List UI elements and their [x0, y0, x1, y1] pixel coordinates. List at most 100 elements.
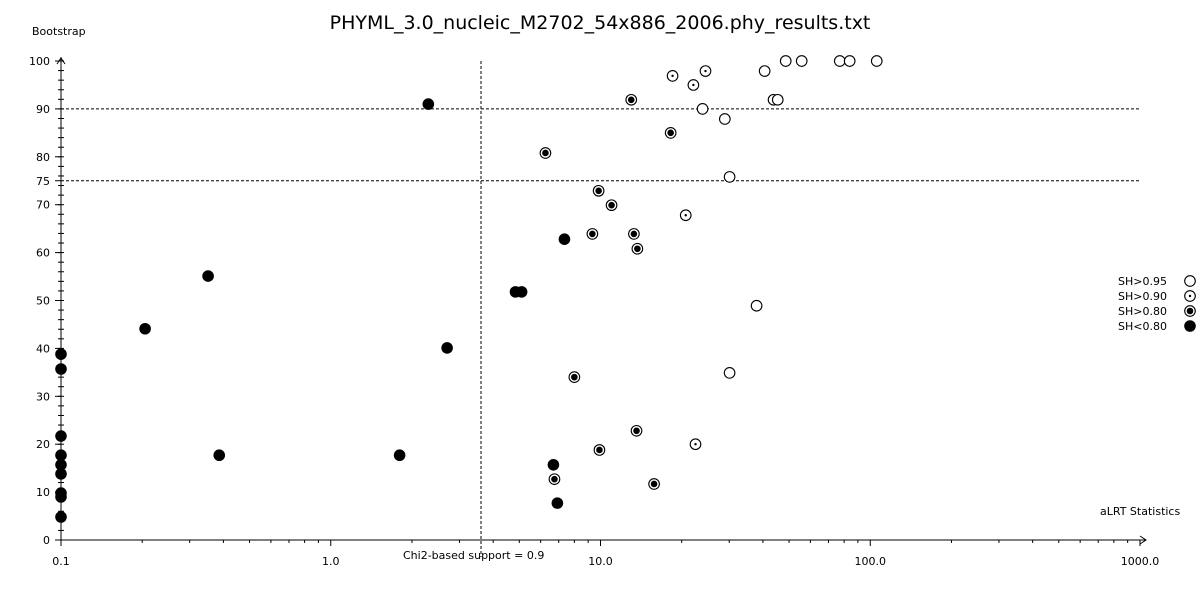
data-point — [631, 242, 644, 255]
data-point — [795, 55, 808, 67]
marker-ring — [843, 55, 856, 67]
marker-filled — [139, 322, 151, 335]
marker-filled — [55, 458, 67, 471]
marker-filled — [55, 449, 67, 462]
marker-dot — [596, 446, 603, 454]
data-point — [539, 147, 552, 159]
marker-filled — [55, 468, 67, 480]
marker-filled — [441, 342, 453, 354]
x-axis-label: aLRT Statistics — [1100, 505, 1180, 518]
data-point — [687, 79, 700, 91]
data-point — [548, 473, 561, 486]
y-tick-label: 75 — [36, 175, 50, 188]
data-point — [699, 65, 712, 77]
data-point — [55, 363, 67, 375]
marker-filled — [551, 497, 564, 509]
marker-ring — [696, 103, 709, 115]
marker-dot — [608, 201, 615, 209]
data-point — [55, 511, 67, 523]
marker-dot — [595, 187, 602, 195]
data-point — [833, 55, 846, 67]
marker-dot — [704, 69, 707, 73]
data-point — [679, 209, 692, 222]
data-point — [689, 438, 702, 451]
data-point — [723, 171, 736, 183]
x-tick-label: 10.0 — [588, 555, 613, 568]
marker-ring — [718, 113, 731, 125]
legend-marker — [1184, 290, 1196, 302]
x-axis-arrow — [1139, 535, 1147, 545]
marker-dot — [694, 443, 697, 446]
legend-label: SH>0.90 — [1118, 290, 1167, 303]
x-tick-label: 100.0 — [855, 555, 887, 568]
marker-filled — [422, 98, 435, 110]
legend-marker — [1184, 320, 1196, 332]
legend-marker — [1184, 275, 1196, 287]
marker-dot — [571, 373, 578, 381]
marker-filled — [55, 363, 67, 375]
vertical-line-label: Chi2-based support = 0.9 — [403, 549, 544, 562]
marker-ring — [779, 55, 792, 67]
data-point — [630, 424, 643, 437]
data-point — [213, 449, 226, 462]
y-tick-label: 50 — [36, 295, 50, 308]
y-tick-label: 10 — [36, 486, 50, 499]
data-point — [515, 286, 528, 298]
marker-dot — [542, 149, 549, 157]
marker-filled — [213, 449, 226, 462]
legend-label: SH>0.95 — [1118, 275, 1167, 288]
chart-title: PHYML_3.0_nucleic_M2702_54x886_2006.phy_… — [330, 12, 871, 34]
x-tick-label: 1000.0 — [1121, 555, 1160, 568]
marker-ring — [750, 299, 763, 312]
data-point — [55, 449, 67, 462]
data-point — [55, 458, 67, 471]
marker-dot — [1188, 294, 1192, 298]
data-point — [605, 199, 618, 212]
marker-dot — [633, 427, 640, 435]
marker-ring — [723, 366, 736, 379]
data-point — [758, 65, 771, 77]
x-tick-label: 0.1 — [52, 555, 70, 568]
data-point — [139, 322, 151, 335]
y-tick-label: 0 — [43, 534, 50, 547]
y-tick-label: 40 — [36, 342, 50, 355]
data-point — [55, 348, 67, 360]
data-point — [55, 430, 67, 442]
legend-label: SH<0.80 — [1118, 320, 1167, 333]
data-point — [558, 233, 571, 245]
data-point — [625, 93, 638, 106]
data-point — [586, 228, 599, 240]
marker-dot — [634, 245, 641, 253]
y-tick-label: 30 — [36, 390, 50, 403]
data-point — [771, 93, 784, 106]
data-point — [393, 449, 406, 462]
data-point — [750, 299, 763, 312]
marker-ring — [758, 65, 771, 77]
data-point — [547, 458, 560, 471]
data-point — [568, 371, 581, 383]
data-point — [55, 468, 67, 480]
legend-marker — [1184, 305, 1196, 317]
marker-filled — [515, 286, 528, 298]
marker-ring — [833, 55, 846, 67]
marker-dot — [630, 230, 638, 238]
marker-ring — [723, 171, 736, 183]
marker-dot — [684, 214, 687, 217]
marker-filled — [1184, 320, 1196, 332]
marker-ring — [771, 93, 784, 106]
data-point — [422, 98, 435, 110]
marker-filled — [547, 458, 560, 471]
data-point — [648, 478, 660, 490]
marker-filled — [55, 348, 67, 360]
marker-filled — [55, 511, 67, 523]
marker-dot — [671, 74, 674, 78]
marker-ring — [1184, 275, 1196, 287]
marker-filled — [55, 430, 67, 442]
y-tick-label: 60 — [36, 247, 50, 260]
data-point — [723, 366, 736, 379]
marker-dot — [627, 96, 635, 104]
y-tick-label: 100 — [29, 55, 50, 68]
marker-dot — [650, 480, 658, 488]
